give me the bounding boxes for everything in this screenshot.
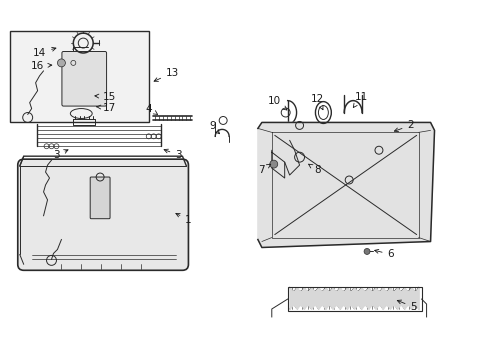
Text: 12: 12 bbox=[310, 94, 324, 110]
Circle shape bbox=[364, 248, 369, 255]
Text: 14: 14 bbox=[33, 48, 56, 58]
Polygon shape bbox=[257, 122, 434, 247]
Text: 3: 3 bbox=[53, 150, 68, 160]
Text: 2: 2 bbox=[393, 121, 413, 132]
Text: 3: 3 bbox=[164, 149, 182, 160]
Text: 6: 6 bbox=[374, 249, 393, 260]
Bar bbox=[287, 287, 421, 311]
Text: 11: 11 bbox=[353, 92, 367, 108]
Bar bbox=[10, 31, 148, 122]
Text: 15: 15 bbox=[95, 92, 116, 102]
Text: 16: 16 bbox=[31, 61, 52, 71]
Text: 8: 8 bbox=[308, 164, 320, 175]
FancyBboxPatch shape bbox=[18, 159, 188, 270]
Text: 17: 17 bbox=[97, 103, 116, 113]
Circle shape bbox=[269, 160, 277, 168]
Text: 13: 13 bbox=[154, 68, 179, 81]
Text: 4: 4 bbox=[145, 104, 157, 114]
Text: 10: 10 bbox=[267, 96, 286, 110]
Text: 1: 1 bbox=[176, 213, 191, 225]
FancyBboxPatch shape bbox=[62, 51, 106, 106]
Circle shape bbox=[57, 59, 65, 67]
FancyBboxPatch shape bbox=[90, 177, 110, 219]
Text: 5: 5 bbox=[396, 300, 416, 312]
Text: 9: 9 bbox=[208, 121, 219, 134]
Text: 7: 7 bbox=[258, 164, 270, 175]
